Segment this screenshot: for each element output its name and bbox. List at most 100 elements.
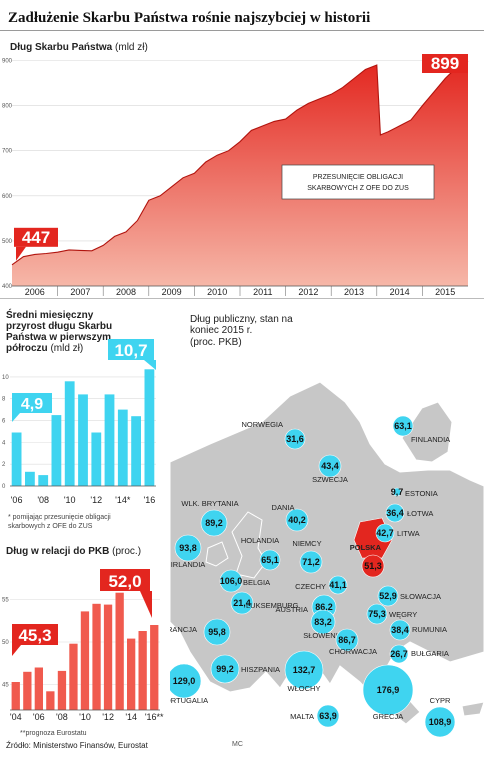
country-name: POLSKA (350, 543, 382, 552)
first-value-box (12, 393, 52, 413)
start-value-label: 447 (22, 228, 50, 247)
y-tick-label: 800 (2, 104, 13, 110)
country-bubble (259, 549, 281, 571)
debt-gdp-chart: 45 50 55 '04 '06 '08 '10 '12 '14 '16** 45,3 52,0 (2, 569, 164, 722)
country-name: WLK. BRYTANIA (181, 499, 238, 508)
country-bubble (377, 585, 399, 607)
divider-main (0, 298, 484, 299)
country-name: BUŁGARIA (411, 649, 449, 658)
country-bubble (316, 704, 340, 728)
map-title: Dług publiczny, stan na koniec 2015 r. (190, 314, 293, 336)
x-tick-label: '04 (10, 712, 22, 722)
country-name: LITWA (397, 529, 420, 538)
country-value: 42,7 (376, 528, 394, 538)
country-bubble (389, 619, 411, 641)
country-name: CZECHY (295, 582, 326, 591)
bar (117, 409, 128, 486)
start-value-pointer (16, 246, 26, 261)
bar (103, 604, 113, 710)
last-value-label: 10,7 (114, 341, 147, 360)
country-name: CHORWACJA (329, 647, 377, 656)
country-bubble (310, 609, 336, 635)
country-value: 36,4 (386, 508, 404, 518)
y-tick-label: 500 (2, 239, 13, 245)
land-shape (461, 701, 484, 717)
country-name: GRECJA (373, 712, 403, 721)
last-value-box (108, 339, 154, 360)
country-bubble (385, 503, 405, 523)
x-tick-label: 2007 (70, 287, 90, 296)
bar (38, 475, 49, 486)
x-tick-label: '16** (145, 712, 164, 722)
last-value-pointer (140, 591, 152, 618)
map-unit: (proc. PKB) (190, 337, 242, 348)
country-bubble (392, 487, 402, 497)
bar (25, 471, 35, 486)
main-chart-title: Dług Skarbu Państwa (mld zł) (10, 42, 148, 53)
country-value: 95,8 (208, 627, 226, 637)
country-bubble (284, 650, 324, 690)
y-tick-label: 2 (2, 462, 6, 468)
country-value: 89,2 (205, 518, 223, 528)
last-value-label: 52,0 (108, 572, 141, 591)
page-title: Zadłużenie Skarbu Państwa rośnie najszyb… (8, 10, 371, 26)
country-bubble (389, 644, 409, 664)
country-bubble (230, 591, 254, 615)
country-name: BELGIA (243, 578, 270, 587)
country-value: 86,2 (315, 602, 333, 612)
end-value-pointer (455, 64, 468, 73)
debt-line (11, 60, 469, 266)
first-value-pointer (12, 413, 20, 422)
country-value: 176,9 (377, 685, 400, 695)
country-value: 99,2 (216, 664, 234, 674)
country-bubble (210, 654, 240, 684)
bar (115, 592, 124, 710)
x-tick-label: '16 (144, 495, 156, 505)
country-name: WŁOCHY (288, 684, 321, 693)
bar (138, 631, 147, 710)
bar (51, 415, 62, 486)
monthly-footnote: * pomijając przesunięcie obligacji skarb… (8, 514, 111, 530)
start-value-box (14, 227, 58, 247)
bar (34, 667, 43, 710)
country-bubble (375, 523, 395, 543)
country-name: HISZPANIA (241, 665, 280, 674)
land-shape (205, 541, 229, 567)
y-tick-label: 55 (2, 598, 9, 604)
gdp-footnote: **prognoza Eurostatu (20, 730, 87, 737)
source-note: Źródło: Ministerstwo Finansów, Eurostat (6, 741, 148, 750)
country-value: 83,2 (314, 617, 332, 627)
country-value: 31,6 (286, 434, 304, 444)
country-bubble (285, 508, 309, 532)
bar (150, 625, 159, 710)
x-tick-label: '06 (33, 712, 45, 722)
bar (57, 670, 67, 710)
gdp-chart-title: Dług w relacji do PKB (proc.) (6, 546, 142, 557)
country-name: RUMUNIA (412, 625, 447, 634)
bar (11, 682, 20, 710)
last-value-box (100, 569, 150, 591)
divider-top (0, 30, 484, 31)
country-name: FINLANDIA (411, 435, 450, 444)
country-bubble (366, 603, 388, 625)
x-tick-label: 2009 (162, 287, 182, 296)
bar (69, 643, 78, 710)
credit: MC (232, 741, 243, 748)
country-value: 43,4 (321, 461, 339, 471)
x-tick-label: '10 (64, 495, 76, 505)
bar (144, 369, 155, 486)
first-value-label: 45,3 (18, 626, 51, 645)
end-value-box (422, 54, 468, 73)
country-name: NORWEGIA (241, 420, 283, 429)
y-tick-label: 400 (2, 284, 13, 290)
country-value: 106,0 (220, 576, 243, 586)
x-tick-label: 2014 (390, 287, 410, 296)
country-value: 38,4 (391, 625, 409, 635)
country-name: SŁOWACJA (400, 592, 441, 601)
country-bubble (361, 554, 385, 578)
y-tick-label: 8 (2, 397, 6, 403)
bar (80, 611, 90, 710)
x-tick-label: '12 (90, 495, 102, 505)
country-value: 108,9 (429, 717, 452, 727)
country-bubble (362, 664, 414, 716)
